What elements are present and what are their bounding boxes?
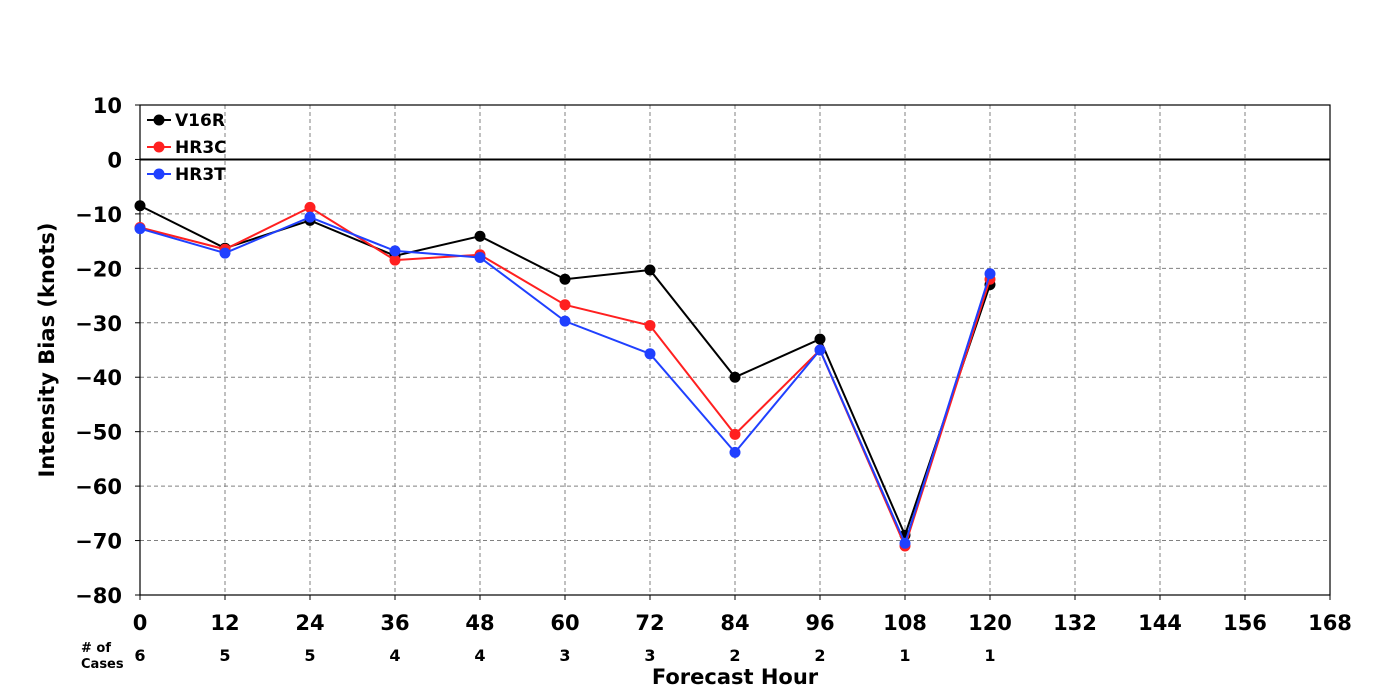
y-tick-label: −60 bbox=[75, 475, 122, 499]
data-point-hr3c bbox=[559, 299, 571, 311]
cases-row: # of Cases 6 5 5 4 4 3 3 2 2 1 1 bbox=[81, 641, 996, 672]
data-point-hr3t bbox=[814, 344, 826, 356]
grid-lines bbox=[140, 105, 1330, 595]
data-point-v16r bbox=[559, 273, 571, 285]
cases-label-line2: Cases bbox=[81, 657, 124, 672]
data-point-hr3t bbox=[729, 446, 741, 458]
y-tick-label: −40 bbox=[75, 366, 122, 390]
x-tick-label: 96 bbox=[805, 611, 834, 635]
x-tick-label: 0 bbox=[133, 611, 148, 635]
x-tick-label: 168 bbox=[1308, 611, 1352, 635]
x-tick-label: 60 bbox=[550, 611, 579, 635]
cases-count: 1 bbox=[984, 646, 995, 665]
data-point-v16r bbox=[644, 264, 656, 276]
data-point-hr3t bbox=[644, 348, 656, 360]
cases-count: 4 bbox=[389, 646, 400, 665]
legend-marker-v16r bbox=[153, 114, 165, 126]
data-point-hr3t bbox=[134, 223, 146, 235]
cases-count: 2 bbox=[729, 646, 740, 665]
legend-marker-hr3t bbox=[153, 168, 165, 180]
x-tick-label: 156 bbox=[1223, 611, 1267, 635]
x-tick-label: 108 bbox=[883, 611, 927, 635]
cases-count: 4 bbox=[474, 646, 485, 665]
legend-label-hr3c: HR3C bbox=[175, 138, 227, 158]
y-axis-ticks: 10 0 −10 −20 −30 −40 −50 −60 −70 −80 bbox=[75, 94, 140, 608]
y-tick-label: −10 bbox=[75, 203, 122, 227]
x-tick-label: 84 bbox=[720, 611, 749, 635]
data-point-hr3c bbox=[729, 428, 741, 440]
y-tick-label: −70 bbox=[75, 530, 122, 554]
x-tick-label: 36 bbox=[380, 611, 409, 635]
data-point-v16r bbox=[134, 200, 146, 212]
cases-count: 1 bbox=[899, 646, 910, 665]
data-point-hr3c bbox=[389, 254, 401, 266]
data-point-hr3t bbox=[304, 211, 316, 223]
x-tick-label: 144 bbox=[1138, 611, 1182, 635]
x-tick-label: 12 bbox=[210, 611, 239, 635]
y-tick-label: 10 bbox=[93, 94, 122, 118]
legend: V16R HR3C HR3T bbox=[147, 111, 227, 185]
cases-count: 2 bbox=[814, 646, 825, 665]
data-point-hr3t bbox=[984, 268, 996, 280]
cases-count: 5 bbox=[219, 646, 230, 665]
cases-count: 6 bbox=[134, 646, 145, 665]
x-tick-label: 48 bbox=[465, 611, 494, 635]
data-point-v16r bbox=[814, 333, 826, 345]
cases-count: 3 bbox=[559, 646, 570, 665]
x-tick-label: 120 bbox=[968, 611, 1012, 635]
y-tick-label: −20 bbox=[75, 257, 122, 281]
data-point-hr3t bbox=[899, 537, 911, 549]
y-axis-label: Intensity Bias (knots) bbox=[35, 223, 59, 478]
x-tick-label: 72 bbox=[635, 611, 664, 635]
cases-count: 5 bbox=[304, 646, 315, 665]
legend-marker-hr3c bbox=[153, 141, 165, 153]
x-axis-ticks: 0 12 24 36 48 60 72 84 96 108 120 132 144 156 168 bbox=[133, 595, 1352, 635]
data-point-hr3t bbox=[559, 315, 571, 327]
series-layer bbox=[134, 200, 996, 552]
legend-label-v16r: V16R bbox=[175, 111, 225, 131]
y-tick-label: −50 bbox=[75, 421, 122, 445]
data-point-hr3c bbox=[304, 201, 316, 213]
cases-label-line1: # of bbox=[81, 641, 111, 656]
data-point-hr3t bbox=[474, 251, 486, 263]
data-point-hr3t bbox=[219, 247, 231, 259]
x-tick-label: 132 bbox=[1053, 611, 1097, 635]
data-point-v16r bbox=[729, 371, 741, 383]
y-tick-label: −80 bbox=[75, 584, 122, 608]
x-axis-label: Forecast Hour bbox=[652, 665, 819, 689]
y-tick-label: 0 bbox=[107, 148, 122, 172]
data-point-hr3t bbox=[389, 245, 401, 257]
x-tick-label: 24 bbox=[295, 611, 324, 635]
cases-count: 3 bbox=[644, 646, 655, 665]
data-point-v16r bbox=[474, 230, 486, 242]
y-tick-label: −30 bbox=[75, 312, 122, 336]
legend-label-hr3t: HR3T bbox=[175, 165, 226, 185]
data-point-hr3c bbox=[644, 320, 656, 331]
